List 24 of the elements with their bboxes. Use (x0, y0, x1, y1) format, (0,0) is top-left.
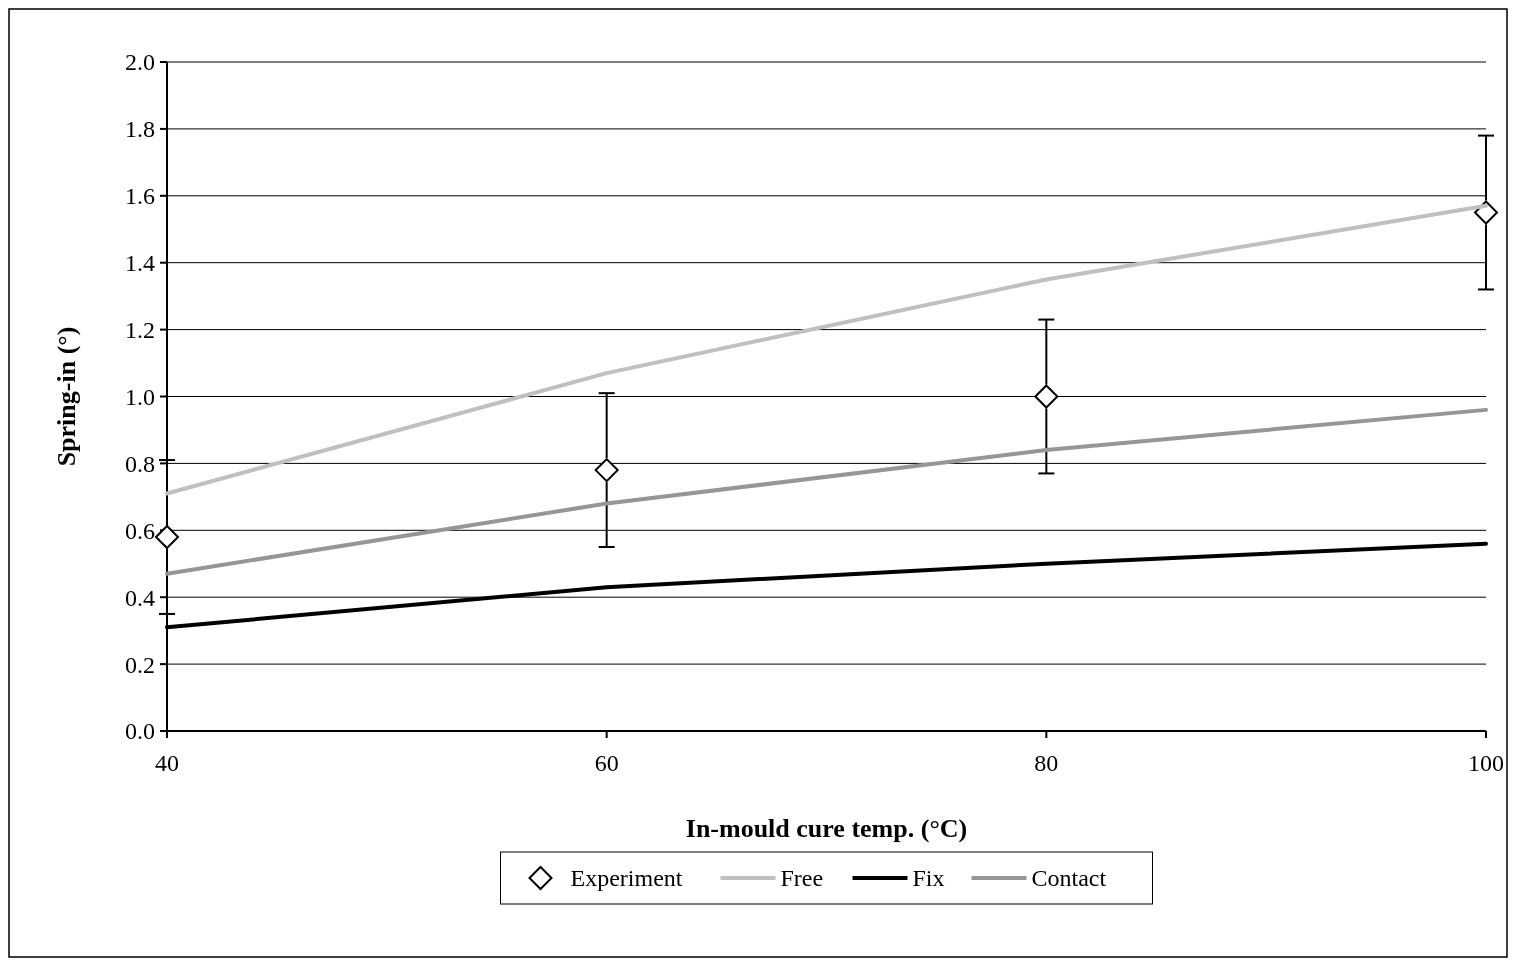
y-tick-label: 1.2 (125, 317, 155, 343)
y-tick-label: 0.2 (125, 651, 155, 678)
legend-label: Fix (912, 865, 945, 892)
x-axis-title: In-mould cure temp. (°C) (685, 814, 968, 843)
y-tick-label: 1.6 (125, 183, 155, 210)
y-axis-title: Spring-in (°) (52, 326, 81, 467)
legend-label: Contact (1031, 865, 1107, 892)
point (1034, 384, 1059, 409)
y-tick-label: 1.8 (125, 116, 155, 143)
y-tick-label: 0.8 (125, 450, 155, 477)
point (155, 524, 179, 549)
y-tick-label: 1.4 (125, 250, 155, 277)
y-tick-label: 1.0 (125, 383, 155, 410)
x-tick-label: 100 (1468, 750, 1504, 776)
x-tick-label: 80 (1034, 750, 1059, 776)
y-tick-label: 0.0 (125, 718, 155, 745)
x-tick-label: 60 (594, 750, 619, 776)
legend-label: Free (780, 865, 824, 892)
point (594, 458, 619, 483)
y-tick-label: 0.4 (125, 584, 155, 611)
y-tick-label: 0.6 (125, 517, 155, 544)
y-tick-label: 2.0 (125, 49, 155, 76)
legend-label: Experiment (570, 865, 683, 892)
x-tick-label: 40 (155, 750, 179, 776)
